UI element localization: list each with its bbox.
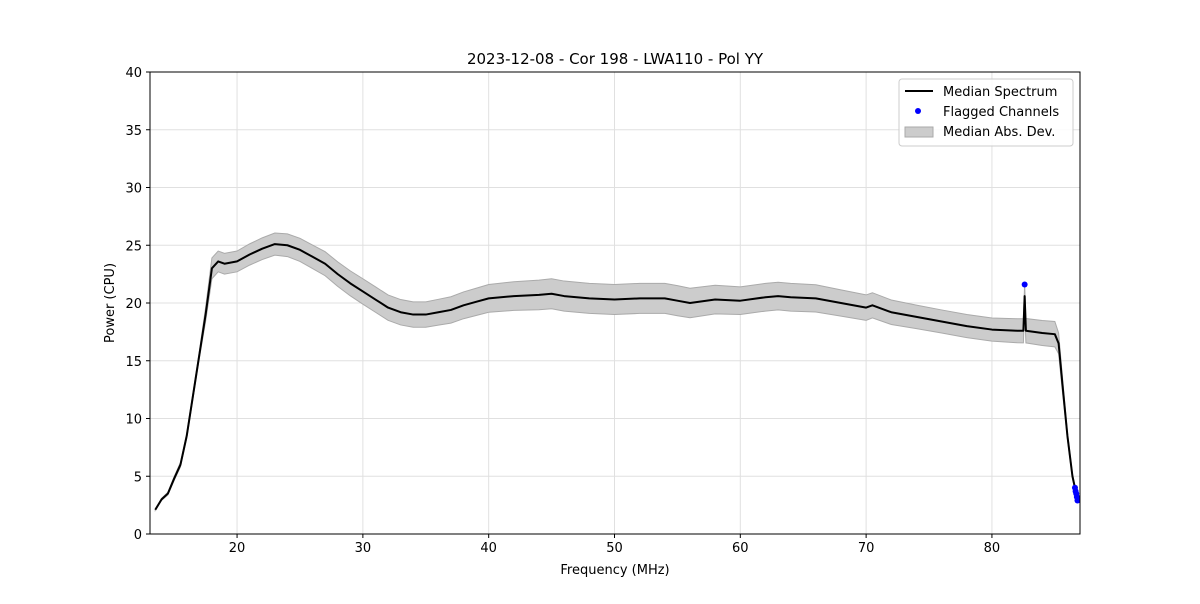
legend-mad-label: Median Abs. Dev. <box>943 125 1055 140</box>
y-tick-label: 20 <box>125 297 142 312</box>
flagged-channel-point <box>1021 281 1028 288</box>
legend-flagged-label: Flagged Channels <box>943 105 1059 120</box>
y-axis-ticks: 0 5 10 15 20 25 30 35 40 <box>125 66 150 543</box>
y-tick-label: 25 <box>125 239 142 254</box>
x-tick-label: 80 <box>984 541 1001 556</box>
x-tick-label: 60 <box>732 541 749 556</box>
y-axis-label: Power (CPU) <box>103 263 118 343</box>
x-axis-ticks: 20 30 40 50 60 70 80 <box>229 534 1000 556</box>
x-tick-label: 40 <box>480 541 497 556</box>
flagged-points <box>1021 281 1081 504</box>
y-tick-label: 15 <box>125 355 142 370</box>
mad-band <box>154 232 1078 513</box>
chart-title: 2023-12-08 - Cor 198 - LWA110 - Pol YY <box>467 50 764 68</box>
median-line <box>154 243 1079 511</box>
x-tick-label: 50 <box>606 541 623 556</box>
y-tick-label: 40 <box>125 66 142 81</box>
legend: Median Spectrum Flagged Channels Median … <box>898 78 1074 147</box>
y-tick-label: 30 <box>125 182 142 197</box>
y-tick-label: 10 <box>125 413 142 428</box>
y-tick-label: 0 <box>134 528 142 543</box>
legend-flagged-swatch <box>915 108 921 114</box>
x-axis-label: Frequency (MHz) <box>560 563 669 578</box>
median-spectrum-line <box>154 243 1079 511</box>
x-tick-label: 70 <box>858 541 875 556</box>
flagged-channel-point <box>1074 497 1081 504</box>
legend-median-label: Median Spectrum <box>943 85 1057 100</box>
legend-box <box>898 78 1074 147</box>
legend-mad-swatch <box>904 126 934 138</box>
mad-band-area <box>154 232 1078 513</box>
y-tick-label: 35 <box>125 124 142 139</box>
x-tick-label: 20 <box>229 541 246 556</box>
x-tick-label: 30 <box>355 541 372 556</box>
y-tick-label: 5 <box>134 470 142 485</box>
